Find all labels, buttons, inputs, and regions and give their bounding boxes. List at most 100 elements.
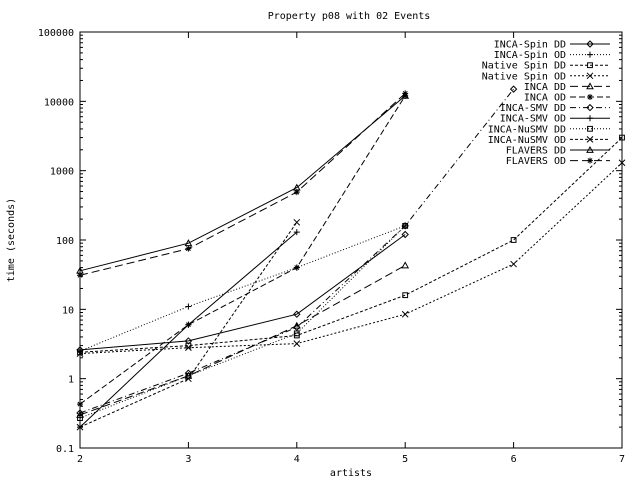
data-point-star-marker [293,264,300,271]
series-line [79,225,406,419]
data-point-square-marker [587,62,593,69]
y-axis-label: time (seconds) [6,198,17,282]
y-tick-label: 1 [68,375,74,386]
legend-label: INCA-SMV DD [500,103,566,114]
legend-label: FLAVERS DD [506,146,566,157]
legend-item: INCA DD [524,82,610,93]
data-point-square-marker [293,330,300,337]
legend-label: INCA-SMV OD [500,114,566,125]
x-tick-label: 3 [185,454,191,465]
x-axis-label: artists [330,468,372,479]
legend-item: INCA-SMV OD [500,114,610,125]
data-point-cross-marker [510,260,517,268]
data-point-cross-marker [293,218,301,226]
series-7 [76,85,518,417]
series-line [79,95,406,405]
series-line [79,95,406,272]
series-layer [76,85,626,431]
legend-item: FLAVERS OD [506,156,610,167]
data-point-cross-marker [586,136,594,143]
y-tick-label: 10000 [44,97,74,108]
legend-label: INCA-Spin OD [494,50,566,61]
legend-label: INCA-NuSMV OD [488,135,566,146]
data-point-diamond-marker [184,369,193,377]
data-point-star-marker [402,90,409,97]
data-point-square-marker [402,292,409,299]
legend-item: INCA-NuSMV DD [488,124,610,135]
series-10 [76,218,301,431]
legend-item: INCA-Spin OD [494,50,610,61]
data-point-diamond-marker [586,40,594,48]
series-8 [77,229,300,431]
data-point-star-marker [185,245,192,252]
data-point-diamond-marker [184,337,193,345]
series-1 [76,230,409,354]
legend-label: Native Spin DD [482,61,566,72]
data-point-star-marker [587,94,593,100]
data-point-cross-marker [185,344,192,352]
data-point-triangle-marker [586,82,594,90]
data-point-triangle-marker [586,145,594,153]
data-point-diamond-marker [293,323,301,332]
series-line [79,137,623,353]
y-tick-label: 10 [62,305,74,316]
data-point-plus-marker [293,229,300,236]
data-point-cross-marker [185,375,192,383]
y-tick-label: 1000 [50,167,74,178]
data-point-square-marker [77,349,83,356]
x-tick-label: 4 [294,454,300,465]
y-tick-label: 100 [56,236,74,247]
y-tick-label: 100000 [38,28,74,39]
data-point-square-marker [77,415,83,421]
x-tick-label: 5 [402,454,408,465]
series-line [79,225,406,352]
data-point-diamond-marker [293,310,301,318]
data-point-cross-marker [293,340,301,347]
legend-label: INCA-Spin DD [494,40,566,51]
data-point-star-marker [77,272,83,279]
data-point-star-marker [293,189,300,196]
data-point-star-marker [77,401,83,408]
legend-item: INCA OD [524,93,610,104]
y-tick-label: 0.1 [56,444,74,455]
data-point-square-marker [587,125,593,132]
data-point-diamond-marker [401,230,409,239]
data-point-plus-marker [587,115,593,122]
legend-label: INCA DD [524,82,566,93]
x-tick-label: 7 [619,454,625,465]
data-point-triangle-marker [184,239,193,247]
data-point-star-marker [587,157,593,164]
legend-item: INCA-Spin DD [494,40,610,51]
series-line [79,222,298,428]
data-point-square-marker [510,237,517,243]
legend-item: INCA-SMV DD [500,103,610,114]
chart-title: Property p08 with 02 Events [268,11,431,22]
data-point-triangle-marker [401,261,410,269]
legend-item: INCA-NuSMV OD [488,135,610,146]
legend-item: FLAVERS DD [506,146,610,157]
legend-label: INCA OD [524,93,566,104]
series-line [79,234,406,351]
data-point-cross-marker [618,159,626,167]
data-point-cross-marker [76,423,84,431]
data-point-square-marker [619,134,625,141]
series-4 [76,159,626,357]
data-point-diamond-marker [509,85,518,93]
legend-item: Native Spin DD [482,61,610,72]
data-point-diamond-marker [586,103,594,112]
legend-item: Native Spin OD [482,71,610,82]
data-point-plus-marker [185,321,192,328]
data-point-plus-marker [587,51,593,58]
legend-label: FLAVERS OD [506,156,566,167]
series-12 [77,90,409,279]
data-point-cross-marker [401,310,409,318]
x-tick-label: 2 [77,454,83,465]
legend-label: INCA-NuSMV DD [488,124,566,135]
x-tick-label: 6 [511,454,517,465]
data-point-plus-marker [185,303,192,310]
data-point-square-marker [402,222,409,229]
data-point-cross-marker [586,72,594,80]
series-line [79,162,623,355]
